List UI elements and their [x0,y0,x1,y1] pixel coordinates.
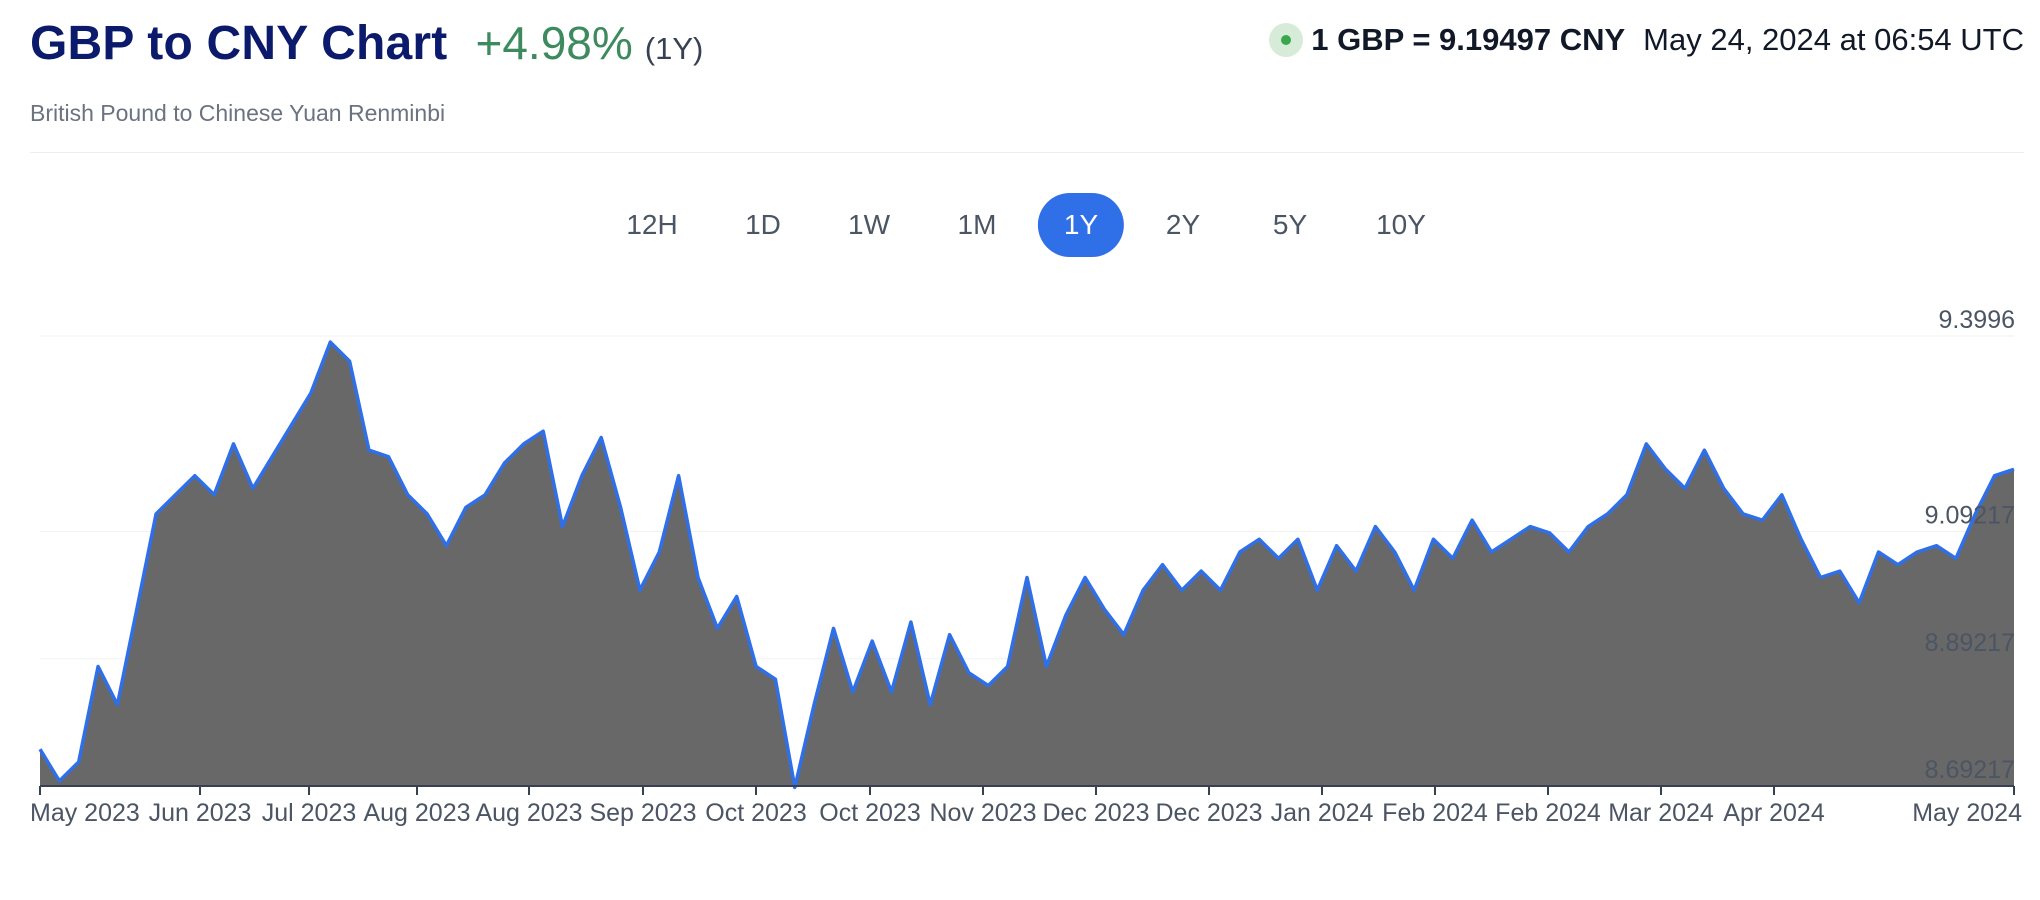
x-tick-label: Feb 2024 [1382,799,1488,827]
x-tick-label: Mar 2024 [1608,799,1714,827]
area-fill [40,342,2014,788]
x-tick-label: Nov 2023 [929,799,1036,827]
x-axis-ticks: May 2023 Jun 2023 Jul 2023 Aug 2023 Aug 2023… [30,786,2022,827]
x-tick-label: Dec 2023 [1042,799,1149,827]
tab-12h[interactable]: 12H [626,209,678,240]
x-tick-label: Jan 2024 [1271,799,1374,827]
y-tick-label: 8.89217 [1925,629,2015,657]
x-tick-label: May 2023 [30,799,140,827]
x-tick-label: Oct 2023 [819,799,920,827]
tab-10y[interactable]: 10Y [1376,209,1426,240]
x-tick-label: Apr 2024 [1723,799,1825,827]
y-tick-label: 9.09217 [1925,502,2015,530]
y-axis-ticks: 9.3996 9.09217 8.89217 8.69217 [1925,306,2015,784]
x-tick-label: Aug 2023 [363,799,470,827]
y-tick-label: 8.69217 [1925,756,2015,784]
tab-5y[interactable]: 5Y [1272,209,1308,240]
x-tick-label: Oct 2023 [705,799,806,827]
tab-1w[interactable]: 1W [848,209,890,240]
series-line [38,340,2015,790]
current-rate: 1 GBP = 9.19497 CNY May 24, 2024 at 06:5… [1269,22,2024,58]
rate-timestamp: May 24, 2024 at 06:54 UTC [1643,22,2024,57]
period-label: (1Y) [644,31,704,66]
y-tick-label: 9.3996 [1939,306,2015,334]
page-subtitle: British Pound to Chinese Yuan Renminbi [30,100,446,126]
header-divider [30,152,2024,153]
rate-chart: 9.3996 9.09217 8.89217 8.69217 May 2023 Jun … [30,306,2022,827]
x-tick-label: Sep 2023 [589,799,696,827]
page-title: GBP to CNY Chart [30,17,448,70]
x-tick-label: Jun 2023 [149,799,252,827]
range-tabs: 12H 1D 1W 1M 1Y 2Y 5Y 10Y [0,193,2040,257]
x-tick-label: Feb 2024 [1495,799,1601,827]
live-status-icon [1269,23,1304,57]
tab-1m[interactable]: 1M [957,209,997,240]
rate-value: 1 GBP = 9.19497 CNY [1311,22,1626,57]
x-tick-label: Jul 2023 [262,799,357,827]
x-tick-label: Aug 2023 [475,799,582,827]
tab-2y[interactable]: 2Y [1165,209,1201,240]
tab-1y[interactable]: 1Y [1037,193,1125,257]
chart-header: GBP to CNY Chart +4.98% (1Y) British Pou… [30,16,2024,154]
tab-1d[interactable]: 1D [745,209,781,240]
percent-change: +4.98% [475,17,633,69]
x-tick-label: Dec 2023 [1155,799,1262,827]
title-row: GBP to CNY Chart +4.98% (1Y) [30,16,703,71]
x-tick-label: May 2024 [1912,799,2022,827]
